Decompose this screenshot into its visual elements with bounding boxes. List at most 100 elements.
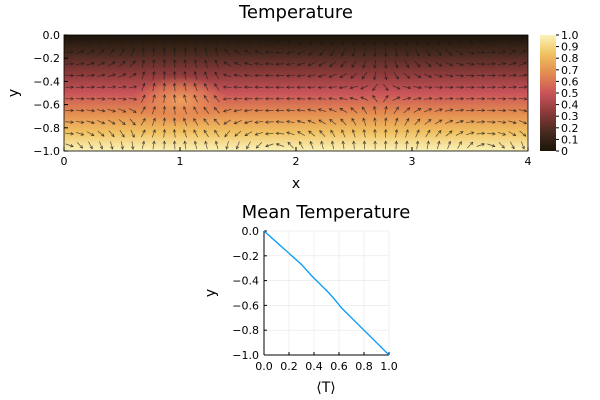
quiver-arrowhead (417, 74, 422, 78)
quiver-arrow (497, 120, 506, 124)
quiver-arrowhead (204, 47, 208, 52)
line-x-tick-label: 0.8 (355, 360, 373, 373)
quiver-arrowhead (330, 129, 334, 134)
quiver-arrow (234, 74, 242, 77)
quiver-arrowhead (328, 108, 333, 112)
quiver-arrowhead (416, 118, 421, 122)
quiver-arrow (307, 98, 316, 100)
quiver-arrowhead (296, 85, 301, 90)
quiver-arrowhead (152, 117, 156, 122)
quiver-arrowhead (328, 74, 333, 78)
quiver-arrowhead (233, 97, 237, 101)
quiver-arrow (444, 98, 453, 100)
quiver-arrowhead (246, 36, 250, 41)
quiver-arrowhead (70, 144, 74, 148)
quiver-arrowhead (405, 140, 409, 145)
quiver-arrow (107, 119, 116, 125)
colorbar-tick-label: 0.3 (561, 110, 579, 123)
quiver-arrow (140, 118, 146, 126)
quiver-arrow (265, 132, 274, 135)
quiver-arrow (444, 74, 453, 77)
quiver-arrowhead (406, 117, 410, 122)
quiver-arrow (393, 72, 399, 80)
quiver-arrow (318, 74, 327, 78)
quiver-arrow (214, 130, 220, 138)
quiver-arrow (413, 97, 422, 100)
quiver-arrowhead (385, 87, 389, 92)
quiver-arrowhead (285, 85, 290, 89)
quiver-arrowhead (275, 85, 279, 89)
quiver-arrowhead (319, 52, 323, 57)
quiver-arrow (244, 74, 253, 77)
quiver-arrowhead (502, 73, 507, 78)
quiver-arrow (447, 36, 451, 45)
quiver-arrow (152, 59, 155, 69)
quiver-arrowhead (406, 107, 411, 111)
quiver-arrowhead (264, 108, 269, 113)
quiver-arrow (339, 97, 348, 100)
temperature-chart: Temperature 0 1 2 3 4 0.0 −0.2 −0.4 −0.6 −0.8 −1.… (6, 2, 579, 192)
quiver-arrow (226, 141, 229, 150)
quiver-arrowhead (349, 85, 354, 90)
colorbar-tick-label: 0.8 (561, 52, 579, 65)
quiver-arrowhead (383, 41, 388, 46)
quiver-arrow (131, 36, 134, 45)
quiver-arrow (353, 141, 355, 150)
quiver-arrow (340, 118, 347, 126)
quiver-arrow (173, 129, 176, 138)
quiver-arrow (297, 50, 305, 55)
quiver-arrow (329, 119, 337, 125)
quiver-arrow (193, 95, 198, 103)
quiver-arrowhead (123, 85, 127, 89)
quiver-arrow (223, 108, 232, 112)
quiver-arrowhead (162, 105, 167, 110)
quiver-arrowhead (351, 64, 355, 69)
quiver-arrowhead (418, 96, 422, 101)
quiver-arrow (287, 142, 294, 149)
quiver-arrowhead (438, 52, 442, 57)
quiver-arrowhead (297, 131, 301, 135)
quiver-arrowhead (110, 36, 114, 40)
quiver-arrow (297, 74, 306, 77)
quiver-arrowhead (426, 41, 430, 46)
quiver-arrow (392, 96, 400, 101)
quiver-arrowhead (222, 73, 227, 77)
quiver-arrow (223, 98, 232, 100)
quiver-arrow (205, 141, 208, 150)
quiver-arrow (255, 120, 264, 124)
quiver-arrowhead (383, 128, 388, 133)
line-y-tick-label: −0.8 (232, 324, 259, 337)
quiver-arrowhead (141, 47, 146, 52)
quiver-arrow (518, 74, 527, 77)
quiver-arrowhead (351, 129, 356, 133)
quiver-arrowhead (385, 94, 389, 99)
quiver-arrow (183, 94, 187, 103)
quiver-arrowhead (91, 120, 95, 125)
quiver-arrow (223, 74, 232, 78)
quiver-arrowhead (286, 131, 290, 135)
quiver-arrow (395, 48, 398, 57)
quiver-arrowhead (193, 71, 198, 75)
quiver-arrow (255, 62, 264, 66)
quiver-arrowhead (224, 48, 228, 53)
quiver-arrowhead (307, 74, 311, 78)
quiver-arrowhead (502, 120, 507, 124)
quiver-arrowhead (296, 62, 301, 67)
quiver-arrow (331, 141, 335, 150)
quiver-arrowhead (233, 85, 237, 89)
quiver-arrowhead (121, 133, 125, 138)
quiver-arrow (152, 141, 155, 150)
quiver-arrowhead (416, 64, 421, 68)
quiver-arrow (351, 60, 357, 68)
quiver-arrowhead (131, 146, 135, 150)
quiver-arrowhead (233, 109, 238, 113)
quiver-arrowhead (384, 117, 388, 121)
heatmap-x-tick-label: 0 (61, 155, 68, 168)
quiver-arrowhead (481, 143, 486, 147)
quiver-arrow (286, 120, 295, 124)
quiver-arrowhead (481, 73, 486, 78)
quiver-arrowhead (162, 94, 167, 98)
quiver-arrow (434, 119, 442, 125)
quiver-arrow (405, 48, 409, 57)
quiver-arrow (373, 106, 377, 115)
